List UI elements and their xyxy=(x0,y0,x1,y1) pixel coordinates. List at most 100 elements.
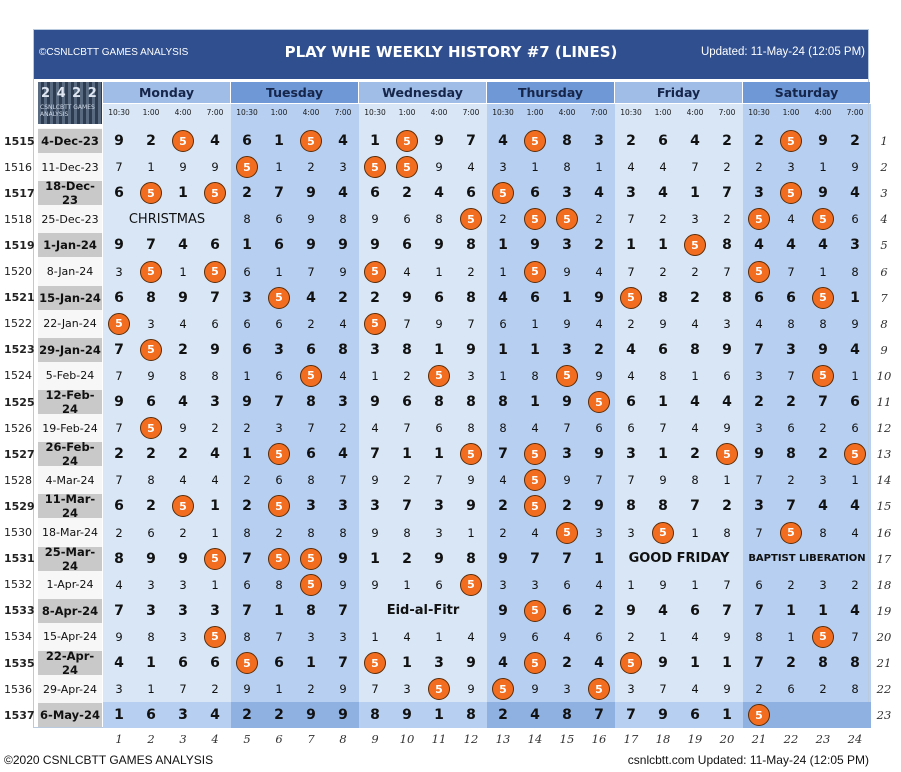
row-index-right: 16 xyxy=(876,525,892,540)
draw-value: 3 xyxy=(819,473,827,488)
draw-value: 4 xyxy=(850,185,860,202)
draw-value: 7 xyxy=(595,473,603,488)
five-marker: 5 xyxy=(300,573,322,596)
logo-subtext: CSNLCBTT GAMES ANALYSIS xyxy=(40,104,95,118)
draw-value: 9 xyxy=(658,655,668,672)
draw-value: 6 xyxy=(275,368,283,383)
draw-value: 8 xyxy=(402,341,412,358)
draw-value: 6 xyxy=(658,341,668,358)
draw-value: 7 xyxy=(466,133,476,150)
draw-value: 9 xyxy=(179,421,187,436)
draw-value: 4 xyxy=(210,446,220,463)
draw-value: 7 xyxy=(787,368,795,383)
draw-value: 3 xyxy=(306,498,316,515)
draw-value: 4 xyxy=(594,185,604,202)
draw-value: 6 xyxy=(787,421,795,436)
five-marker: 5 xyxy=(652,521,674,544)
day-band xyxy=(615,104,743,729)
time-header: 4:00 xyxy=(686,108,704,117)
draw-value: 9 xyxy=(594,446,604,463)
five-marker: 5 xyxy=(588,678,610,701)
draw-value: 1 xyxy=(275,160,283,175)
draw-value: 2 xyxy=(307,160,315,175)
draw-value: 8 xyxy=(499,421,507,436)
draw-value: 8 xyxy=(306,394,316,411)
draw-value: 2 xyxy=(467,264,475,279)
draw-value: 6 xyxy=(530,289,540,306)
draw-value: 8 xyxy=(243,629,251,644)
draw-value: 8 xyxy=(722,289,732,306)
time-header: 1:00 xyxy=(270,108,288,117)
draw-value: 2 xyxy=(242,185,252,202)
draw-value: 1 xyxy=(595,160,603,175)
draw-value: 9 xyxy=(307,212,315,227)
draw-cell: 5 xyxy=(551,206,583,232)
date-highlight xyxy=(38,337,102,362)
draw-cell: 5 xyxy=(775,520,807,546)
draw-value: 6 xyxy=(402,237,412,254)
row-date: 12-Feb-24 xyxy=(45,388,95,417)
draw-value: 6 xyxy=(563,577,571,592)
date-highlight xyxy=(38,390,102,415)
draw-value: 8 xyxy=(435,212,443,227)
draw-value: 7 xyxy=(307,421,315,436)
draw-value: 2 xyxy=(178,341,188,358)
five-marker: 5 xyxy=(204,547,226,570)
draw-cell: 5 xyxy=(615,650,647,676)
draw-value: 7 xyxy=(627,264,635,279)
draw-value: 6 xyxy=(114,498,124,515)
draw-value: 1 xyxy=(146,655,156,672)
draw-value: 7 xyxy=(755,473,763,488)
five-marker: 5 xyxy=(140,417,162,440)
draw-value: 1 xyxy=(402,446,412,463)
draw-value: 3 xyxy=(147,577,155,592)
draw-value: 6 xyxy=(690,602,700,619)
draw-value: 4 xyxy=(851,525,859,540)
draw-value: 9 xyxy=(178,289,188,306)
draw-cell: 5 xyxy=(167,128,199,154)
draw-value: 3 xyxy=(115,264,123,279)
row-date: 26-Feb-24 xyxy=(45,440,95,469)
column-index: 13 xyxy=(495,732,511,747)
draw-value: 3 xyxy=(562,237,572,254)
draw-value: 4 xyxy=(595,264,603,279)
draw-value: 1 xyxy=(787,629,795,644)
draw-value: 2 xyxy=(403,368,411,383)
draw-value: 1 xyxy=(211,577,219,592)
row-number: 1533 xyxy=(4,604,35,618)
draw-value: 3 xyxy=(563,682,571,697)
draw-value: 2 xyxy=(754,133,764,150)
draw-value: 9 xyxy=(339,682,347,697)
draw-cell: 5 xyxy=(487,676,519,702)
five-marker: 5 xyxy=(492,182,514,205)
draw-value: 8 xyxy=(691,473,699,488)
draw-value: 8 xyxy=(818,655,828,672)
draw-value: 9 xyxy=(338,550,348,567)
draw-value: 9 xyxy=(723,682,731,697)
draw-value: 2 xyxy=(242,498,252,515)
row-number: 1517 xyxy=(4,186,35,200)
draw-value: 4 xyxy=(691,421,699,436)
draw-cell: 5 xyxy=(455,441,487,467)
draw-value: 3 xyxy=(786,341,796,358)
five-marker: 5 xyxy=(140,260,162,283)
draw-value: 9 xyxy=(658,707,668,724)
draw-cell: 5 xyxy=(487,180,519,206)
day-band xyxy=(743,104,871,729)
draw-value: 8 xyxy=(338,341,348,358)
draw-value: 7 xyxy=(371,682,379,697)
draw-value: 9 xyxy=(818,185,828,202)
draw-value: 8 xyxy=(339,212,347,227)
draw-cell: 5 xyxy=(423,676,455,702)
row-number: 1526 xyxy=(4,421,32,435)
draw-value: 9 xyxy=(818,341,828,358)
five-marker: 5 xyxy=(364,652,386,675)
draw-value: 6 xyxy=(243,264,251,279)
last-row-band xyxy=(487,702,615,729)
five-marker: 5 xyxy=(460,443,482,466)
draw-value: 2 xyxy=(499,525,507,540)
draw-value: 1 xyxy=(690,185,700,202)
draw-cell: 5 xyxy=(551,363,583,389)
draw-cell: 5 xyxy=(743,206,775,232)
draw-value: 1 xyxy=(114,707,124,724)
